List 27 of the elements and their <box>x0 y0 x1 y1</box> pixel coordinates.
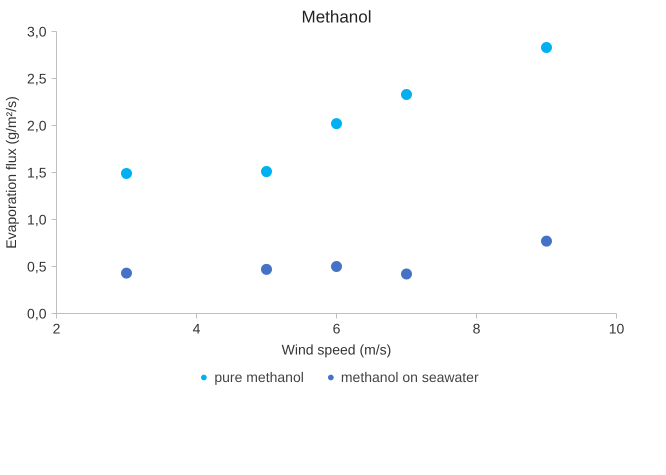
x-axis-title: Wind speed (m/s) <box>282 342 392 358</box>
y-tick-label: 3,0 <box>27 24 47 40</box>
legend-label: pure methanol <box>214 369 304 385</box>
y-tick-label: 1,0 <box>27 212 47 228</box>
x-tick-label: 6 <box>332 320 341 336</box>
y-tick-label: 2,0 <box>27 118 47 134</box>
chart-title: Methanol <box>302 8 372 26</box>
point <box>541 236 552 247</box>
point <box>261 166 272 178</box>
point <box>401 268 412 280</box>
point <box>261 264 272 275</box>
y-axis-title: Evaporation flux (g/m²/s) <box>3 96 20 249</box>
y-tick-label: 0,5 <box>27 258 47 274</box>
y-tick-label: 0,0 <box>27 306 47 322</box>
point <box>541 42 552 53</box>
x-tick-label: 2 <box>52 320 61 336</box>
point <box>401 88 412 100</box>
x-tick-label: 4 <box>192 320 201 336</box>
y-tick-label: 1,5 <box>27 164 47 180</box>
legend-label: methanol on seawater <box>340 369 479 385</box>
point <box>121 268 132 279</box>
x-tick-label: 10 <box>608 320 624 336</box>
point <box>331 118 342 130</box>
point <box>331 261 342 272</box>
y-tick-label: 2,5 <box>27 70 47 86</box>
x-tick-label: 8 <box>472 320 481 336</box>
point <box>121 168 132 179</box>
